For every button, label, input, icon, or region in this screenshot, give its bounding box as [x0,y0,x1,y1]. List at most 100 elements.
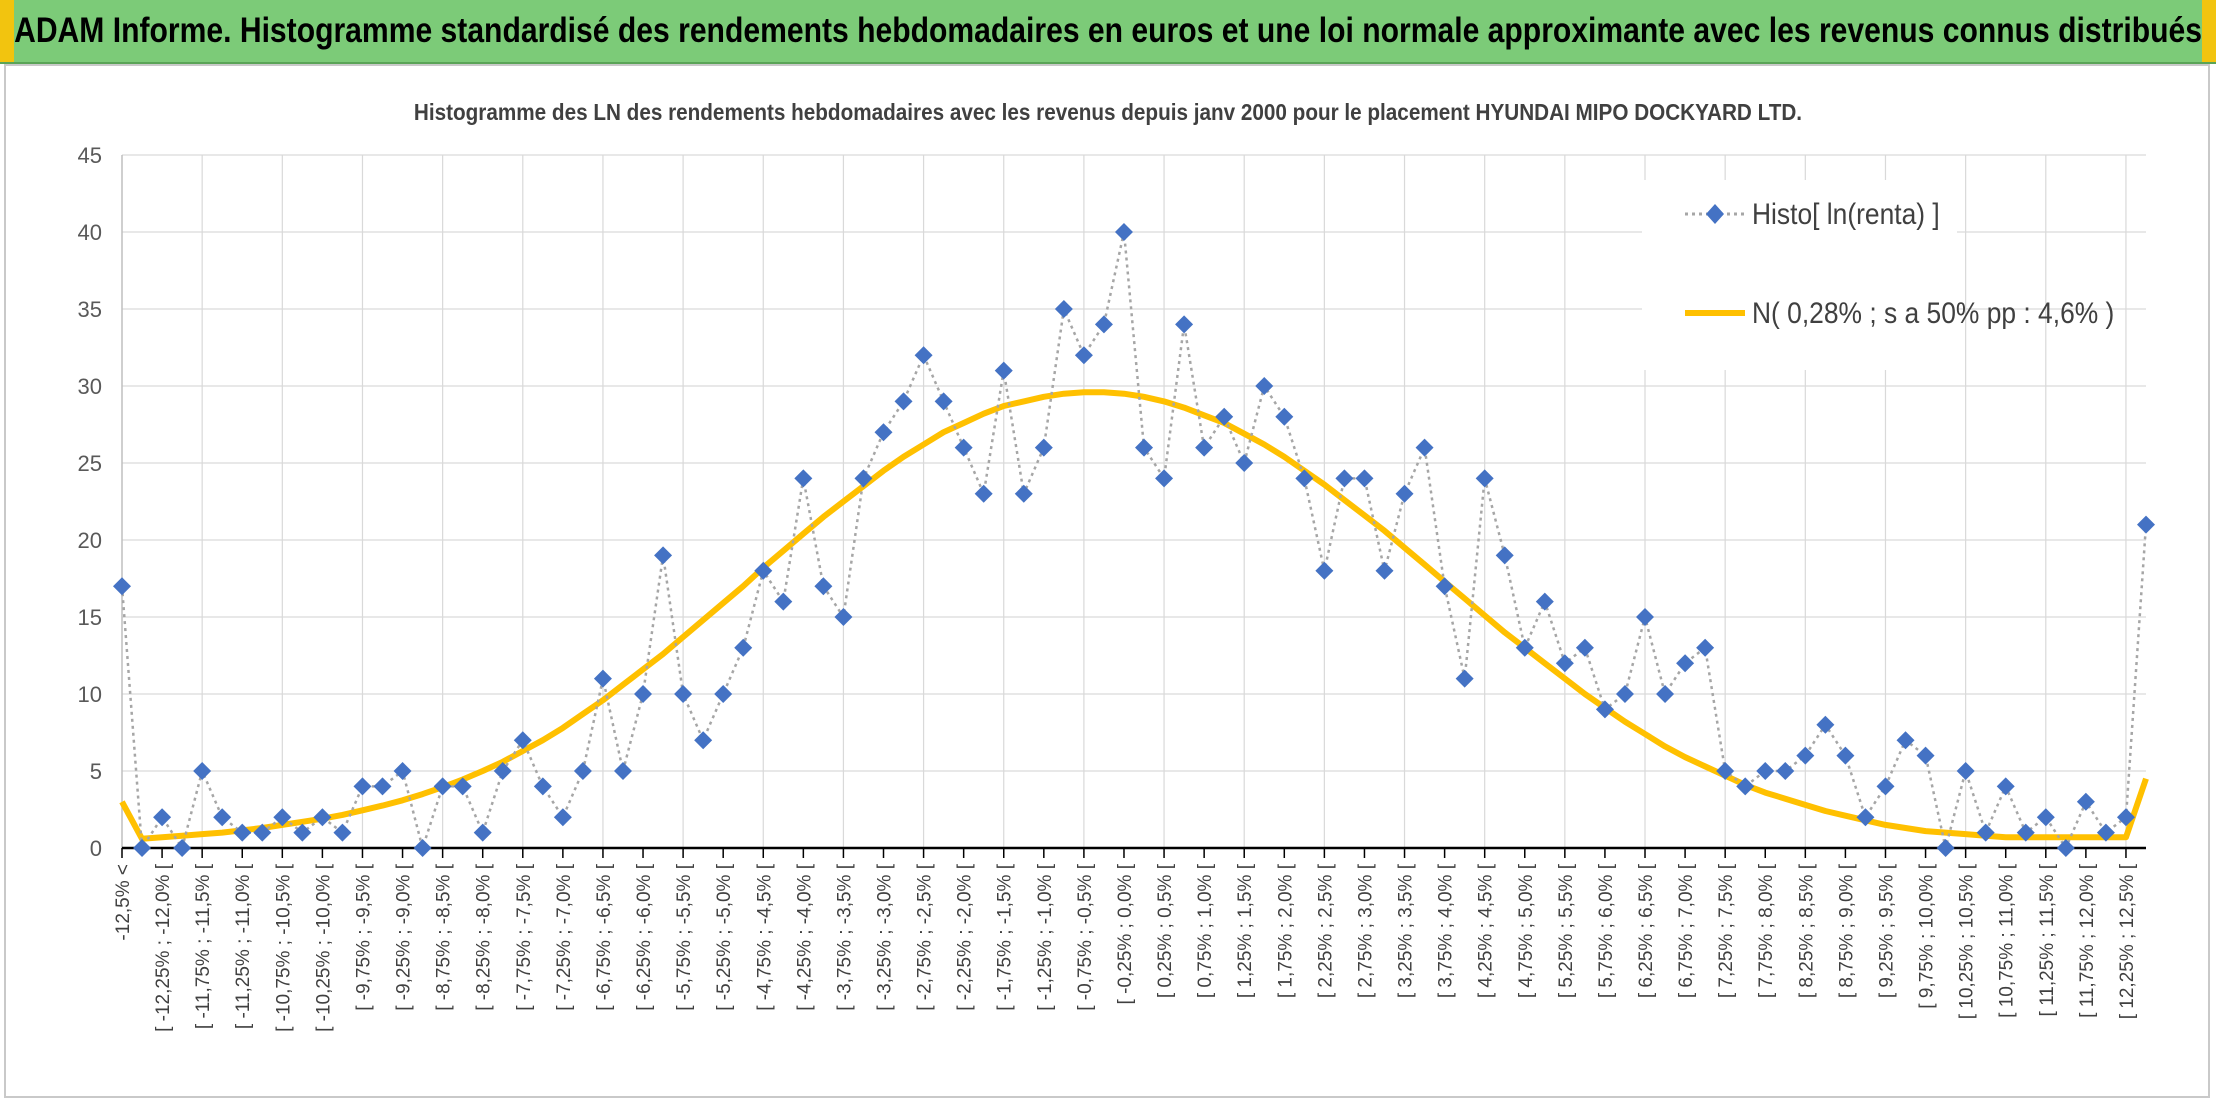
histogram-point [714,685,733,703]
histogram-point [1014,484,1033,503]
histogram-point [1074,346,1093,365]
legend: Histo[ ln(renta) ] N( 0,28% ; s a 50% pp… [1642,180,2114,370]
histogram-point [694,731,713,750]
histogram-point [313,808,332,827]
histogram-point [253,823,272,842]
histogram-point [1676,654,1695,673]
x-tick-label: [ -6,25% ; -6,0% [ [634,863,655,1011]
histogram-point [493,762,512,780]
histogram-point [1696,638,1715,657]
histogram-point [1736,777,1755,796]
x-tick-label: [ 10,25% ; 10,5% [ [1957,863,1978,1019]
x-tick-label: [ 9,75% ; 10,0% [ [1917,863,1938,1008]
histogram-point [1856,808,1875,827]
y-tick-label: 25 [78,451,102,476]
histogram-point [854,469,873,488]
histogram-point [2116,808,2135,827]
x-tick-label: [ -7,25% ; -7,0% [ [554,863,575,1011]
x-tick-label: [ -5,75% ; -5,5% [ [674,863,695,1011]
x-tick-label: [ 9,25% ; 9,5% [ [1876,863,1897,998]
histogram-point [1034,438,1053,457]
histogram-point [1375,561,1394,580]
histogram-point [994,361,1013,380]
y-tick-label: 35 [78,297,102,322]
x-tick-label: [ 5,25% ; 5,5% [ [1556,863,1577,998]
histogram-point [593,669,612,688]
x-tick-label: [ -0,75% ; -0,5% [ [1075,863,1096,1011]
histogram-point [1195,438,1214,457]
x-tick-label: [ 8,75% ; 9,0% [ [1836,863,1857,998]
histogram-point [1275,407,1294,426]
histogram-point [1315,561,1334,580]
histogram-point [1916,746,1935,765]
histogram-point [1535,592,1554,611]
histogram-point [613,762,632,780]
histogram-point [2036,808,2055,827]
histogram-point [533,777,552,796]
histogram-point [1756,762,1775,780]
histogram-point [133,839,152,857]
banner-accent-left [0,0,14,62]
y-tick-label: 5 [90,759,102,784]
histogram-point [1636,608,1655,626]
histogram-point [1876,777,1895,796]
x-tick-label: [ -8,75% ; -8,5% [ [434,863,455,1011]
histogram-point [1615,685,1634,703]
banner-accent-right [2202,0,2216,62]
histogram-point [193,762,212,780]
chart-frame [4,64,2210,1098]
histogram-point [1335,469,1354,488]
x-tick-label: [ 1,25% ; 1,5% [ [1235,863,1256,998]
histogram-point [293,823,312,842]
histogram-point [1415,438,1434,457]
histogram-point [373,777,392,796]
histogram-point [1455,669,1474,688]
histogram-point [1114,223,1133,241]
histogram-point [674,685,693,703]
histogram-point [1435,577,1454,596]
histogram-point [473,823,492,842]
histogram-point [393,762,412,780]
x-tick-label: [ 11,25% ; 11,5% [ [2037,863,2058,1016]
histogram-point [553,808,572,827]
histogram-point [113,577,131,596]
chart-title: Histogramme des LN des rendements hebdom… [414,99,1802,125]
histogram-point [2137,515,2155,534]
x-tick-label: [ -4,25% ; -4,0% [ [794,863,815,1011]
histogram-point [1956,762,1975,780]
series [113,223,2155,857]
x-tick-label: [ -2,75% ; -2,5% [ [915,863,936,1011]
histogram-point [453,777,472,796]
histogram-point [1155,469,1174,488]
histogram-point [1776,762,1795,780]
histogram-point [1295,469,1314,488]
x-tick-label: [ -9,75% ; -9,5% [ [353,863,374,1011]
histogram-point [1896,731,1915,750]
histogram-point [974,484,993,503]
x-tick-label: [ -2,25% ; -2,0% [ [955,863,976,1011]
histogram-point [774,592,793,611]
y-tick-label: 15 [78,605,102,630]
histogram-point [1836,746,1855,765]
x-tick-label: [ -1,75% ; -1,5% [ [995,863,1016,1011]
histogram-point [573,762,592,780]
legend-background [1642,180,1957,370]
histogram-point [1215,407,1234,426]
histogram-point [1816,715,1835,734]
x-tick-label: [ -0,25% ; 0,0% [ [1115,863,1136,1004]
x-tick-label: [ 2,75% ; 3,0% [ [1355,863,1376,998]
histogram-point [1355,469,1374,488]
x-tick-label: [ 0,25% ; 0,5% [ [1155,863,1176,998]
legend-histo-label: Histo[ ln(renta) ] [1752,196,1940,230]
histogram-point [934,392,953,411]
histogram-point [754,561,773,580]
histogram-point [273,808,292,827]
histogram-point [213,808,232,827]
histogram-point [1796,746,1815,765]
histogram-point [1235,454,1254,472]
x-tick-label: [ 7,75% ; 8,0% [ [1756,863,1777,998]
x-tick-label: [ 4,75% ; 5,0% [ [1516,863,1537,998]
histogram-point [1175,315,1194,334]
histogram-point [834,608,853,626]
